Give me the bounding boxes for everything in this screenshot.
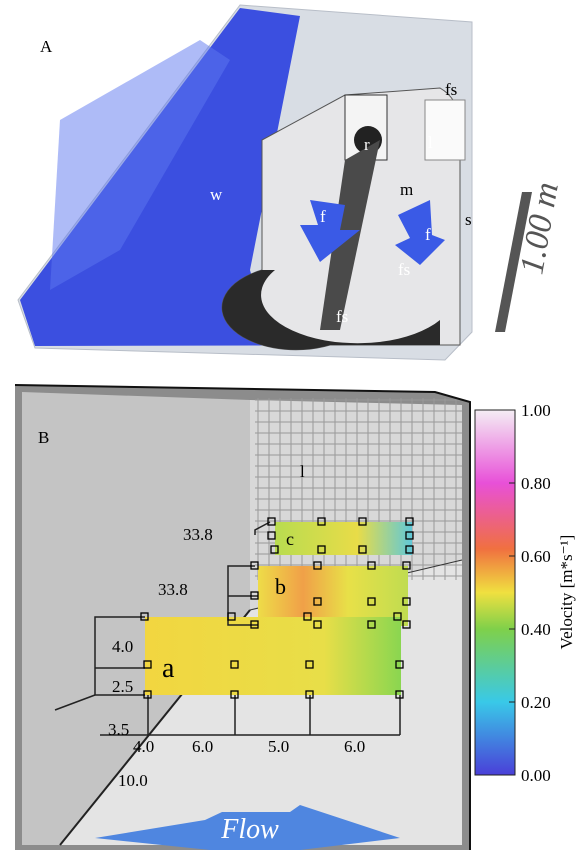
dimension-label: 33.8 <box>183 525 213 544</box>
panel-label: A <box>40 37 53 56</box>
colorbar-tick-label: 0.60 <box>521 547 551 566</box>
dimension-label: 10.0 <box>118 771 148 790</box>
dimension-label: 33.8 <box>158 580 188 599</box>
light-label: l <box>300 462 305 481</box>
flow-label: Flow <box>220 814 279 845</box>
part-label: r <box>364 135 370 154</box>
plane-label: a <box>162 653 175 684</box>
dimension-label: 3.5 <box>108 720 129 739</box>
figure: A w f f m s r l fs fs fs 1.00 m Flow B l… <box>0 0 587 855</box>
colorbar-tick-label: 0.80 <box>521 474 551 493</box>
dimension-label: 4.0 <box>133 737 154 756</box>
dimension-label: 5.0 <box>268 737 289 756</box>
part-label: m <box>400 180 413 199</box>
plane-a <box>145 617 401 695</box>
plane-label: b <box>275 574 286 599</box>
colorbar-tick-label: 0.00 <box>521 766 551 785</box>
plane-label: c <box>286 529 294 549</box>
panel-label: B <box>38 428 49 447</box>
colorbar-label: Velocity [m*s⁻¹] <box>557 535 576 650</box>
part-label: f <box>425 225 431 244</box>
scale-label: 1.00 m <box>513 179 566 277</box>
part-label: fs <box>445 80 457 99</box>
colorbar <box>475 410 515 775</box>
plane-c <box>275 522 412 555</box>
part-label: fs <box>398 260 410 279</box>
panel-a: A w f f m s r l fs fs fs 1.00 m <box>18 5 566 360</box>
colorbar-tick-label: 0.40 <box>521 620 551 639</box>
part-label: fs <box>336 307 348 326</box>
colorbar-tick-label: 0.20 <box>521 693 551 712</box>
colorbar-tick-label: 1.00 <box>521 401 551 420</box>
dimension-label: 6.0 <box>192 737 213 756</box>
dimension-label: 4.0 <box>112 637 133 656</box>
part-label: f <box>320 207 326 226</box>
part-label: s <box>465 210 472 229</box>
dimension-label: 2.5 <box>112 677 133 696</box>
panel-b: Flow B l a b c 33.8 33.8 4.0 2.5 3.5 4.0… <box>15 385 576 850</box>
dimension-label: 6.0 <box>344 737 365 756</box>
part-label: l <box>428 133 433 152</box>
part-label: w <box>210 185 223 204</box>
